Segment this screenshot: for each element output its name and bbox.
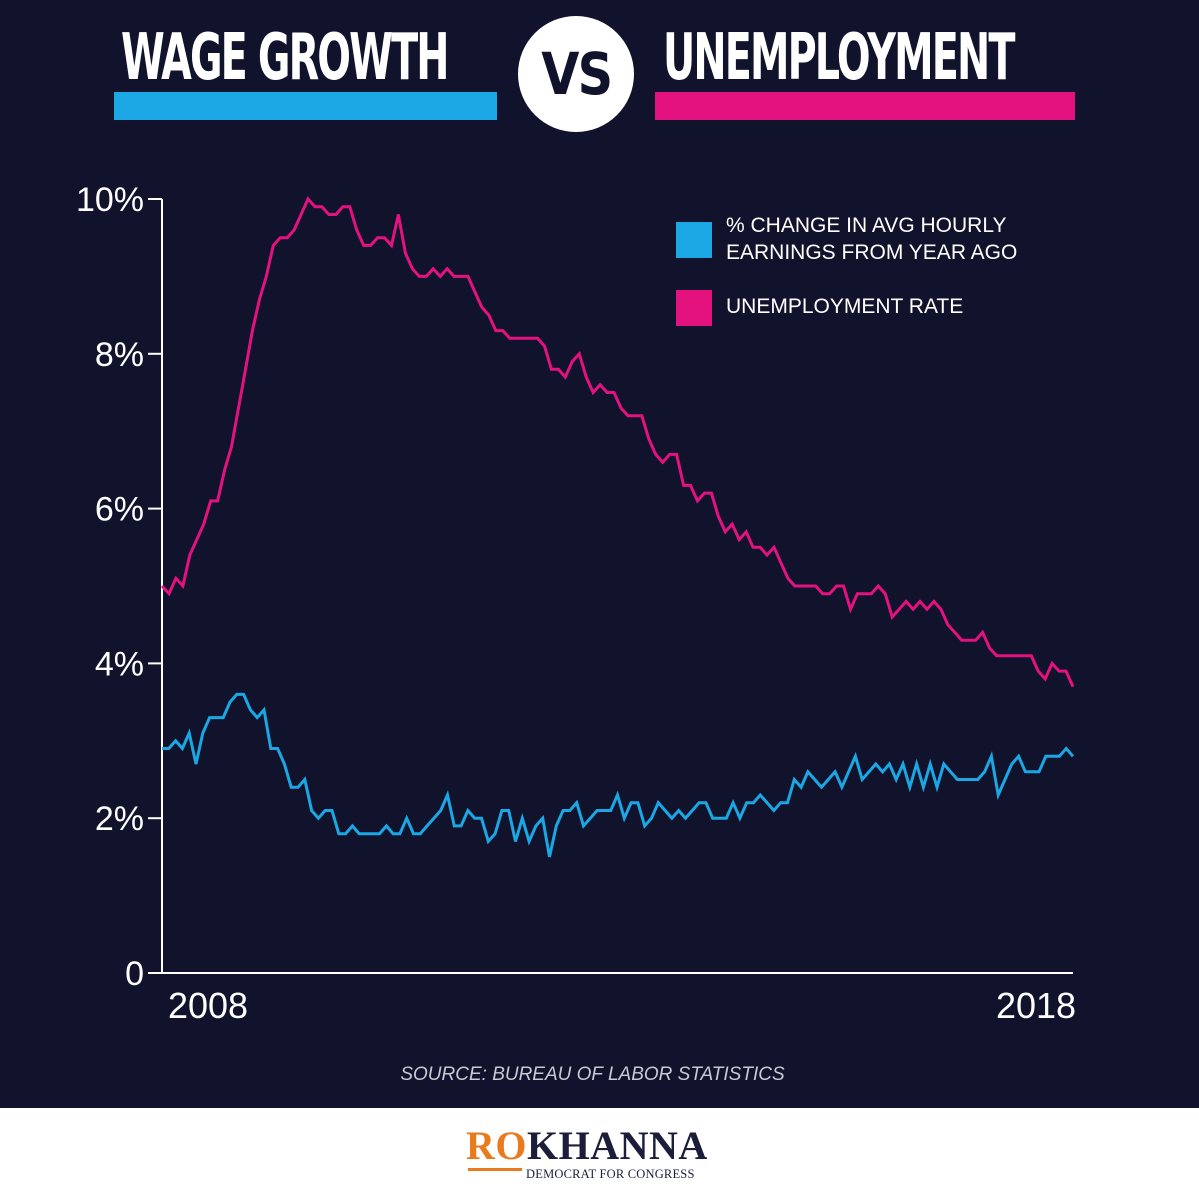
unemployment-rate-line xyxy=(160,196,1075,688)
x-tick-label: 2018 xyxy=(996,985,1076,1026)
vs-badge: VS xyxy=(518,16,634,132)
unemployment-title: UNEMPLOYMENT xyxy=(663,21,1015,95)
y-tick-label: 4% xyxy=(95,645,144,683)
y-tick-label: 10% xyxy=(76,181,144,219)
chart-axes: 0 2% 4% 6% 8% 10% 2008 2018 xyxy=(76,181,1076,1026)
logo-khanna: KHANNA xyxy=(527,1123,708,1168)
chart-series xyxy=(160,196,1075,858)
line-chart: 0 2% 4% 6% 8% 10% 2008 2018 xyxy=(76,181,1076,1026)
wage-title-underline xyxy=(114,92,497,120)
y-tick-label: 2% xyxy=(95,800,144,838)
vs-label: VS xyxy=(540,40,613,108)
y-tick-label: 8% xyxy=(95,336,144,374)
y-tick-label: 0 xyxy=(125,955,144,993)
header: WAGE GROWTH VS UNEMPLOYMENT xyxy=(0,0,1199,160)
legend-swatch-wage xyxy=(676,222,712,258)
ro-khanna-logo: ROKHANNA DEMOCRAT FOR CONGRESS xyxy=(466,1126,716,1190)
logo-tagline: DEMOCRAT FOR CONGRESS xyxy=(526,1167,695,1181)
logo-underline xyxy=(468,1168,522,1171)
x-tick-label: 2008 xyxy=(168,985,248,1026)
unemployment-title-underline xyxy=(655,92,1075,120)
logo-wordmark: ROKHANNA xyxy=(466,1126,708,1166)
y-tick-label: 6% xyxy=(95,491,144,529)
legend-label-wage: % CHANGE IN AVG HOURLY EARNINGS FROM YEA… xyxy=(726,214,1018,264)
logo-ro: RO xyxy=(466,1123,527,1168)
wage-growth-line xyxy=(162,692,1075,858)
wage-growth-title: WAGE GROWTH xyxy=(121,21,449,95)
footer: ROKHANNA DEMOCRAT FOR CONGRESS xyxy=(0,1108,1199,1200)
legend-label-unemployment: UNEMPLOYMENT RATE xyxy=(726,295,964,318)
source-note: SOURCE: BUREAU OF LABOR STATISTICS xyxy=(400,1064,785,1085)
legend-swatch-unemployment xyxy=(676,290,712,326)
